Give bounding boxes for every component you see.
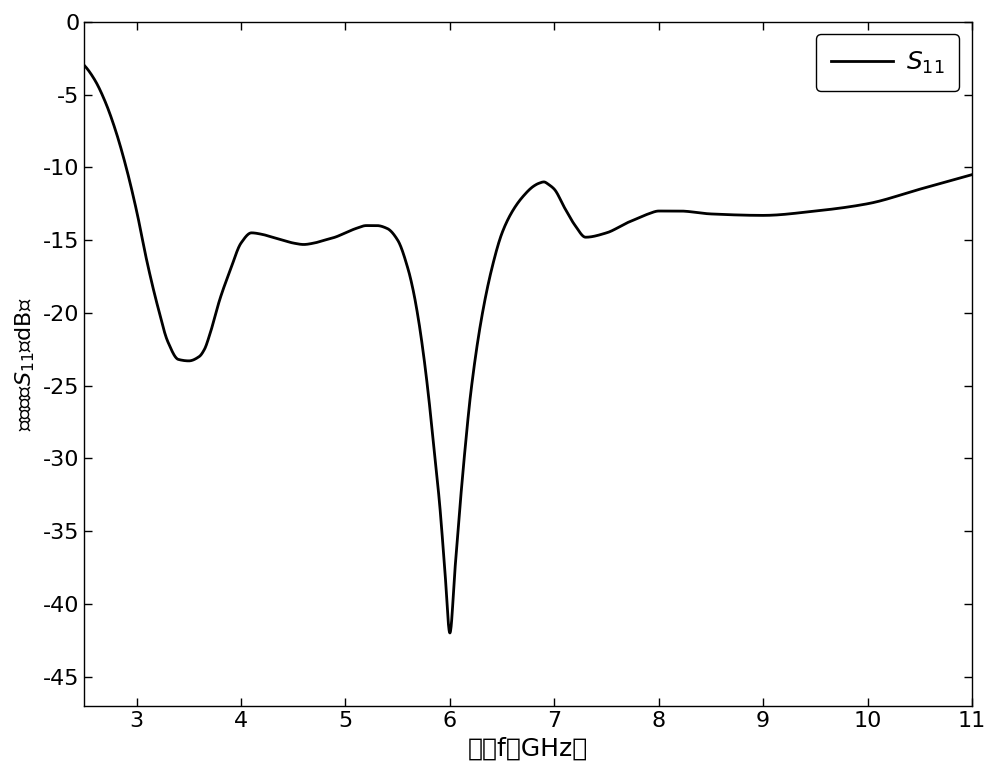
X-axis label: 频率f（GHz）: 频率f（GHz） xyxy=(468,736,588,760)
Y-axis label: 反射系数$S_{11}$（dB）: 反射系数$S_{11}$（dB） xyxy=(14,297,37,430)
Legend: $S_{11}$: $S_{11}$ xyxy=(816,34,959,91)
